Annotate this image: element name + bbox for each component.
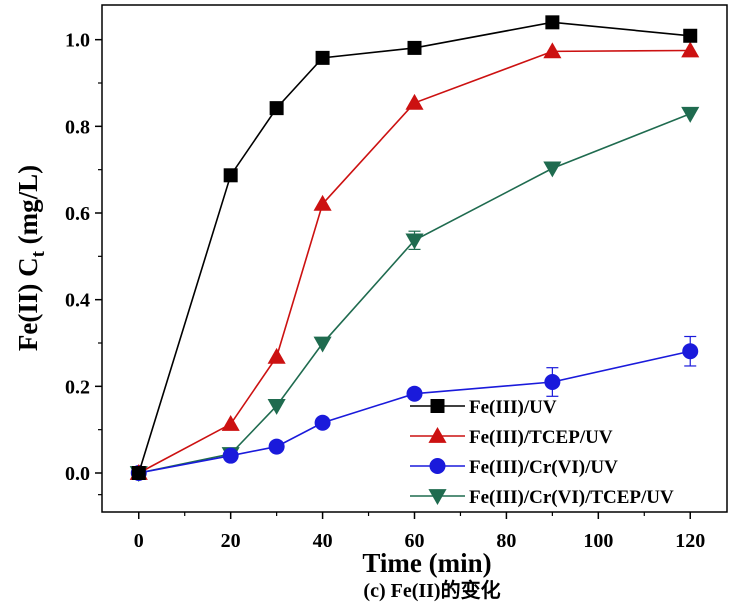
triangle-up-marker xyxy=(543,42,562,59)
triangle-down-marker xyxy=(267,398,286,415)
triangle-down-marker xyxy=(405,233,424,250)
series-line xyxy=(138,350,691,474)
plot-series xyxy=(129,15,700,483)
square-marker xyxy=(269,101,284,116)
legend-label: Fe(III)/UV xyxy=(469,397,557,418)
y-axis-title-subscript: t xyxy=(28,250,49,257)
y-tick-label: 1.0 xyxy=(65,30,90,52)
x-tick-label: 0 xyxy=(134,530,144,552)
triangle-up-marker xyxy=(313,194,332,211)
triangle-up-marker xyxy=(405,93,424,110)
triangle-down-marker xyxy=(428,489,447,506)
circle-marker xyxy=(544,374,561,390)
legend-item: Fe(III)/TCEP/UV xyxy=(410,426,613,448)
axis-ticks: 0 20 40 60 80 100 120 0.0 0.2 0.4 0.6 0.8 1.0 xyxy=(65,30,705,552)
y-axis-title-main: Fe(II) C xyxy=(13,257,43,351)
x-axis-title: Time (min) xyxy=(362,548,491,578)
triangle-down-marker xyxy=(543,161,562,178)
x-tick-label: 80 xyxy=(496,530,516,552)
series-Fe(III)/UV xyxy=(131,15,698,480)
triangle-down-marker xyxy=(313,336,332,353)
y-axis-title-unit: (mg/L) xyxy=(13,165,43,251)
y-tick-label: 0.4 xyxy=(65,290,90,312)
series-line xyxy=(138,49,691,474)
triangle-up-marker xyxy=(267,347,286,364)
y-tick-label: 0.2 xyxy=(65,376,90,398)
x-tick-label: 120 xyxy=(675,530,705,552)
triangle-up-marker xyxy=(428,426,447,443)
triangle-down-marker xyxy=(681,106,700,123)
circle-marker xyxy=(682,343,699,360)
circle-marker xyxy=(222,447,239,464)
square-marker xyxy=(683,28,698,43)
square-marker xyxy=(315,50,330,65)
series-Fe(III)/Cr(VI)/TCEP/UV xyxy=(129,106,700,483)
legend-label: Fe(III)/Cr(VI)/TCEP/UV xyxy=(469,487,674,508)
x-tick-label: 100 xyxy=(583,530,613,552)
y-tick-label: 0.0 xyxy=(65,463,90,485)
circle-marker xyxy=(429,458,446,474)
square-marker xyxy=(545,15,560,30)
legend-label: Fe(III)/Cr(VI)/UV xyxy=(469,457,618,478)
legend-item: Fe(III)/Cr(VI)/UV xyxy=(410,457,618,478)
square-marker xyxy=(223,168,238,183)
figure-caption: (c) Fe(II)的变化 xyxy=(363,578,500,602)
triangle-up-marker xyxy=(221,414,240,431)
square-marker xyxy=(407,40,422,55)
legend-item: Fe(III)/Cr(VI)/TCEP/UV xyxy=(410,487,674,508)
series-Fe(III)/TCEP/UV xyxy=(129,41,700,480)
y-tick-label: 0.8 xyxy=(65,116,90,138)
legend-label: Fe(III)/TCEP/UV xyxy=(469,427,613,448)
circle-marker xyxy=(314,414,331,431)
x-tick-label: 40 xyxy=(313,530,333,552)
circle-marker xyxy=(268,438,285,455)
triangle-up-marker xyxy=(681,41,700,58)
square-marker xyxy=(430,399,445,413)
circle-marker xyxy=(406,385,423,402)
legend: Fe(III)/UV Fe(III)/TCEP/UV Fe(III)/Cr(VI)/… xyxy=(410,397,674,508)
x-tick-label: 20 xyxy=(221,530,241,552)
square-marker xyxy=(131,466,146,480)
x-tick-label: 60 xyxy=(405,530,425,552)
y-tick-label: 0.6 xyxy=(65,203,90,225)
y-axis-title: Fe(II) Ct (mg/L) xyxy=(13,165,49,351)
legend-item: Fe(III)/UV xyxy=(410,397,557,418)
series-line xyxy=(138,113,691,474)
